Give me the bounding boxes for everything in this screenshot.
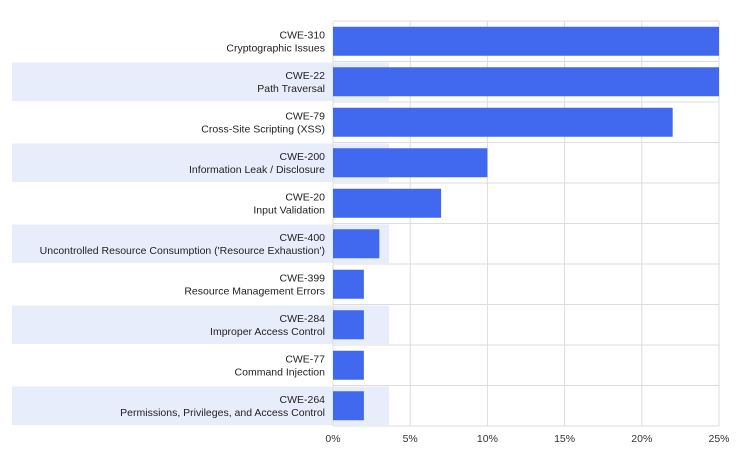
x-tick-label: 25% <box>708 433 729 445</box>
category-id-label: CWE-399 <box>279 272 325 284</box>
x-tick-label: 20% <box>631 433 652 445</box>
x-tick-label: 0% <box>325 433 340 445</box>
x-tick-label: 5% <box>403 433 418 445</box>
bar <box>333 310 364 340</box>
row-band <box>12 386 389 425</box>
category-name-label: Improper Access Control <box>210 326 325 338</box>
bar <box>333 67 719 97</box>
row-bands <box>12 62 389 425</box>
category-name-label: Permissions, Privileges, and Access Cont… <box>120 407 325 419</box>
x-tick-label: 10% <box>477 433 498 445</box>
bar <box>333 107 673 137</box>
category-name-label: Information Leak / Disclosure <box>189 164 325 176</box>
bar <box>333 350 364 380</box>
category-id-label: CWE-77 <box>285 353 325 365</box>
x-tick-label: 15% <box>554 433 575 445</box>
x-axis-tick-labels: 0% 5% 10% 15% 20% 25% <box>325 433 729 445</box>
row-band <box>12 143 389 182</box>
bar <box>333 391 364 421</box>
bar <box>333 229 380 259</box>
category-name-label: Path Traversal <box>257 83 325 95</box>
category-id-label: CWE-79 <box>285 110 325 122</box>
bar <box>333 148 488 178</box>
row-band <box>12 62 389 101</box>
bar <box>333 188 442 218</box>
category-id-label: CWE-310 <box>279 29 325 41</box>
bars <box>333 26 719 421</box>
row-band <box>12 305 389 344</box>
bar <box>333 26 719 56</box>
category-name-label: Resource Management Errors <box>184 285 325 297</box>
category-id-label: CWE-400 <box>279 232 325 244</box>
category-name-label: Cross-Site Scripting (XSS) <box>201 123 325 135</box>
category-id-label: CWE-284 <box>279 313 325 325</box>
category-name-label: Command Injection <box>235 366 326 378</box>
bar <box>333 269 364 299</box>
row-band <box>12 224 389 263</box>
category-id-label: CWE-200 <box>279 151 325 163</box>
category-name-label: Cryptographic Issues <box>226 42 325 54</box>
category-id-label: CWE-22 <box>285 70 325 82</box>
category-id-label: CWE-264 <box>279 394 325 406</box>
category-id-label: CWE-20 <box>285 191 325 203</box>
category-name-label: Input Validation <box>253 204 325 216</box>
category-name-label: Uncontrolled Resource Consumption ('Reso… <box>40 245 325 257</box>
